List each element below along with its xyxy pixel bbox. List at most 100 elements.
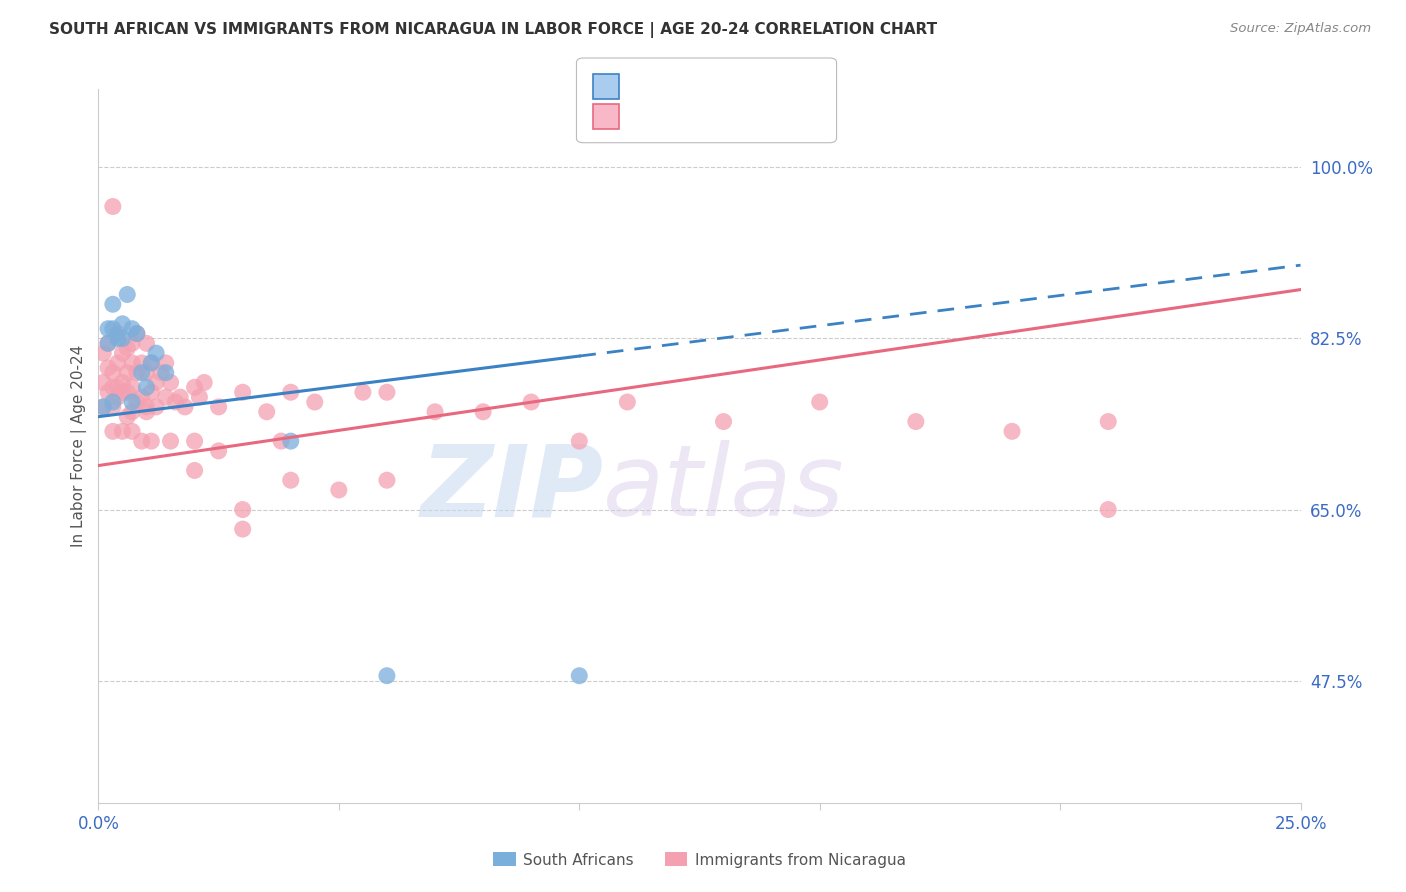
Point (107, 326, 129, 341)
Point (208, 443, 231, 458)
Point (131, 390, 153, 404)
Point (375, 669, 398, 683)
Point (1097, 502, 1119, 516)
Point (125, 326, 148, 341)
Point (97, 385, 120, 400)
Point (328, 483, 350, 497)
Text: R = 0.275   N = 81: R = 0.275 N = 81 (628, 101, 786, 119)
Point (111, 317, 134, 331)
Text: R = 0.301   N = 21: R = 0.301 N = 21 (628, 70, 786, 88)
Point (183, 380, 205, 394)
Point (101, 366, 124, 380)
Point (1097, 415, 1119, 429)
Point (101, 200, 124, 214)
Point (155, 356, 177, 370)
Point (91, 400, 114, 414)
Point (131, 356, 153, 370)
Point (568, 669, 591, 683)
Point (135, 400, 157, 414)
Point (117, 409, 139, 424)
Point (183, 434, 205, 449)
Point (159, 376, 181, 390)
Point (121, 405, 143, 419)
Point (125, 326, 148, 341)
Point (125, 395, 148, 409)
Point (1001, 425, 1024, 439)
Point (159, 434, 181, 449)
Point (713, 415, 735, 429)
Point (141, 356, 163, 370)
Point (97, 321, 120, 335)
Text: SOUTH AFRICAN VS IMMIGRANTS FROM NICARAGUA IN LABOR FORCE | AGE 20-24 CORRELATIO: SOUTH AFRICAN VS IMMIGRANTS FROM NICARAG… (49, 22, 938, 38)
Point (304, 395, 326, 409)
Point (423, 405, 446, 419)
Point (232, 522, 254, 536)
Point (111, 346, 134, 360)
Point (616, 395, 638, 409)
Point (141, 434, 163, 449)
Text: atlas: atlas (603, 441, 845, 537)
Text: ZIP: ZIP (420, 441, 603, 537)
Point (117, 287, 139, 301)
Point (232, 385, 254, 400)
Point (520, 395, 543, 409)
Point (117, 366, 139, 380)
Point (117, 341, 139, 355)
Point (111, 425, 134, 439)
Point (141, 356, 163, 370)
Point (101, 380, 124, 394)
Point (193, 376, 215, 390)
Point (97, 360, 120, 375)
Point (107, 390, 129, 404)
Point (280, 434, 302, 449)
Point (121, 321, 143, 335)
Point (121, 425, 143, 439)
Point (174, 400, 197, 414)
Point (280, 385, 302, 400)
Point (101, 395, 124, 409)
Point (155, 390, 177, 404)
Point (125, 366, 148, 380)
Point (111, 331, 134, 345)
Point (183, 463, 205, 477)
Point (568, 434, 591, 449)
Text: Source: ZipAtlas.com: Source: ZipAtlas.com (1230, 22, 1371, 36)
Point (145, 376, 167, 390)
Point (145, 346, 167, 360)
Point (375, 385, 398, 400)
Point (155, 366, 177, 380)
Legend: South Africans, Immigrants from Nicaragua: South Africans, Immigrants from Nicaragu… (486, 847, 912, 873)
Point (256, 405, 278, 419)
Point (472, 405, 495, 419)
Point (107, 356, 129, 370)
Point (375, 473, 398, 487)
Point (188, 390, 211, 404)
Point (131, 366, 153, 380)
Point (135, 380, 157, 394)
Point (121, 356, 143, 370)
Point (101, 400, 124, 414)
Point (97, 336, 120, 351)
Point (97, 336, 120, 351)
Point (149, 366, 172, 380)
Point (208, 400, 231, 414)
Point (232, 502, 254, 516)
Point (101, 425, 124, 439)
Point (145, 400, 167, 414)
Point (280, 473, 302, 487)
Point (111, 385, 134, 400)
Point (135, 336, 157, 351)
Point (121, 395, 143, 409)
Point (141, 385, 163, 400)
Point (91, 346, 114, 360)
Point (121, 380, 143, 394)
Point (808, 395, 831, 409)
Point (101, 321, 124, 335)
Point (135, 405, 157, 419)
Point (165, 395, 187, 409)
Point (270, 434, 292, 449)
Y-axis label: In Labor Force | Age 20-24: In Labor Force | Age 20-24 (72, 345, 87, 547)
Point (131, 434, 153, 449)
Point (904, 415, 927, 429)
Point (107, 380, 129, 394)
